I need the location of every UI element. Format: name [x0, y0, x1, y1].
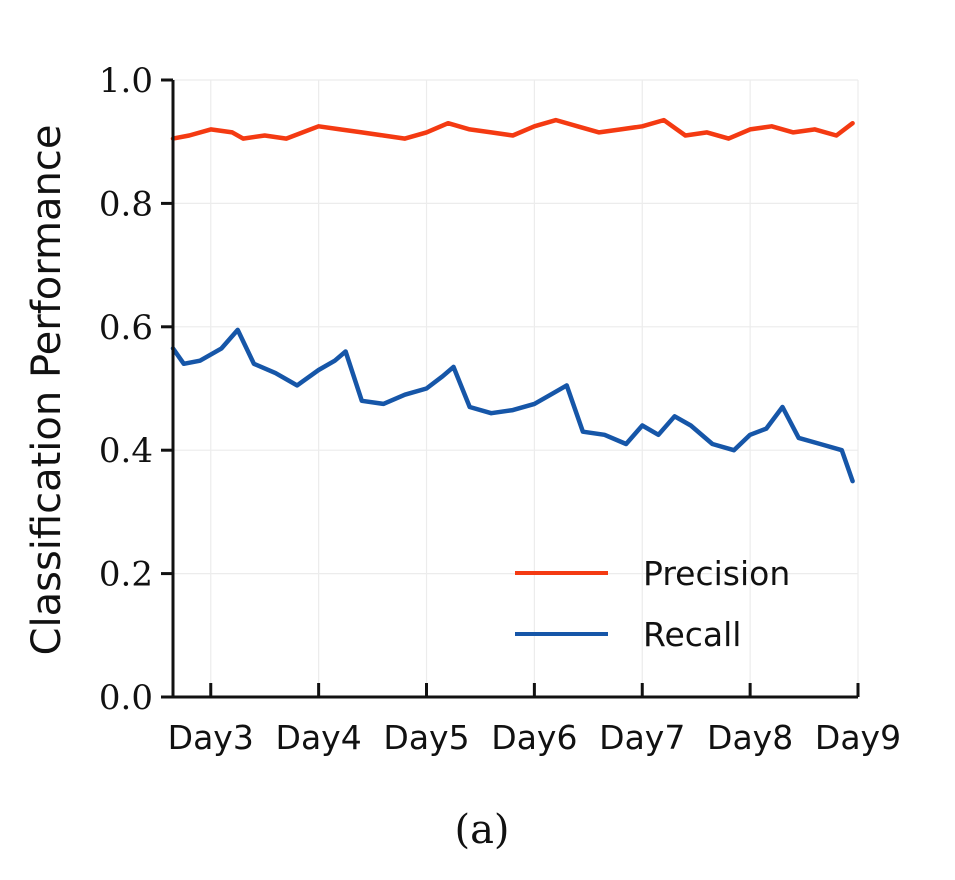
y-tick-label: 0.6: [99, 308, 153, 348]
x-tick-label: Day8: [707, 718, 793, 757]
figure-caption: (a): [454, 807, 509, 853]
y-tick-label: 0.0: [99, 678, 153, 718]
legend-label-recall: Recall: [643, 615, 741, 654]
x-tick-label: Day7: [599, 718, 685, 757]
y-axis-title: Classification Performance: [24, 125, 70, 656]
series-line-precision: [170, 117, 855, 141]
y-ticks: 0.0 0.2 0.4 0.6 0.8 1.0: [99, 61, 173, 718]
x-ticks: Day3 Day4 Day5 Day6 Day7 Day8 Day9: [168, 683, 901, 757]
x-tick-label: Day3: [168, 718, 254, 757]
series-lines: [170, 117, 855, 484]
x-tick-label: Day6: [491, 718, 577, 757]
y-tick-label: 0.8: [99, 184, 153, 224]
series-line-recall: [170, 327, 855, 484]
x-tick-label: Day9: [815, 718, 901, 757]
x-tick-label: Day5: [383, 718, 469, 757]
x-tick-label: Day4: [276, 718, 362, 757]
y-tick-label: 1.0: [99, 61, 153, 101]
axes: [171, 80, 858, 699]
y-tick-label: 0.2: [99, 555, 153, 595]
grid-lines: [173, 79, 859, 697]
y-tick-label: 0.4: [99, 431, 153, 471]
legend-label-precision: Precision: [643, 554, 790, 593]
legend: Precision Recall: [515, 554, 790, 654]
